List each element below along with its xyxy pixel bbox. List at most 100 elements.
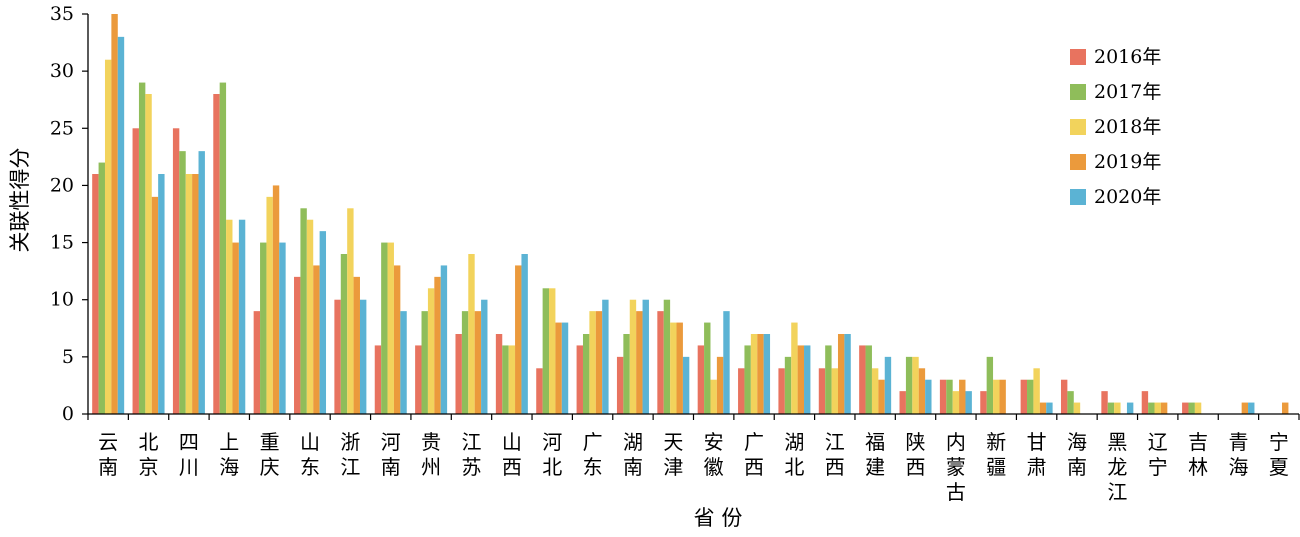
- x-tick-label-17: 湖北: [784, 430, 804, 479]
- legend-swatch-4: [1070, 189, 1086, 205]
- bar-7-0: [374, 345, 382, 414]
- bar-22-1: [986, 356, 994, 414]
- y-tick-label-0: 0: [62, 403, 74, 425]
- bar-9-0: [455, 334, 462, 414]
- bar-10-2: [508, 345, 516, 414]
- bar-19-4: [884, 356, 892, 414]
- bar-11-3: [555, 322, 562, 414]
- bar-2-4: [198, 151, 205, 414]
- bar-11-2: [549, 288, 556, 414]
- bar-6-1: [340, 254, 348, 414]
- bar-10-1: [502, 345, 509, 414]
- y-tick-label-6: 30: [50, 60, 74, 82]
- bar-2-0: [172, 128, 180, 415]
- bar-15-4: [723, 311, 730, 414]
- bar-23-4: [1046, 402, 1053, 414]
- x-tick-label-26: 辽宁: [1148, 430, 1168, 479]
- bar-17-0: [778, 368, 785, 414]
- x-tick-label-29: 宁夏: [1269, 430, 1289, 479]
- x-tick-label-5: 山东: [300, 430, 320, 479]
- bar-4-4: [279, 242, 286, 414]
- bar-4-0: [253, 311, 261, 414]
- bar-5-1: [300, 208, 307, 414]
- bar-16-1: [744, 345, 751, 414]
- bar-6-4: [359, 299, 367, 414]
- bar-9-4: [481, 299, 488, 414]
- x-tick-label-6: 浙江: [340, 430, 360, 479]
- bar-27-1: [1188, 402, 1195, 414]
- legend-swatch-0: [1070, 49, 1086, 65]
- x-tick-label-28: 青海: [1228, 430, 1248, 479]
- x-tick-label-16: 广西: [744, 430, 764, 479]
- bar-20-2: [912, 356, 919, 414]
- x-tick-label-12: 广东: [583, 430, 603, 479]
- x-tick-label-1: 北京: [139, 430, 159, 479]
- bar-21-2: [952, 391, 960, 414]
- bar-16-4: [763, 334, 771, 414]
- bar-11-4: [561, 322, 569, 414]
- legend-swatch-3: [1070, 154, 1086, 170]
- bar-8-3: [434, 276, 441, 414]
- bar-18-0: [818, 368, 826, 414]
- x-tick-label-21: 内蒙古: [946, 430, 966, 504]
- bar-1-2: [145, 94, 152, 414]
- x-tick-label-25: 黑龙江: [1107, 430, 1127, 504]
- bar-22-3: [999, 379, 1006, 414]
- y-tick-label-2: 10: [50, 289, 74, 311]
- x-axis-title: 省 份: [694, 506, 743, 530]
- bar-2-2: [185, 174, 193, 414]
- y-tick-label-1: 5: [62, 346, 74, 368]
- bar-17-4: [804, 345, 811, 414]
- bar-20-0: [899, 391, 906, 414]
- x-tick-label-18: 江西: [825, 430, 845, 479]
- x-tick-label-0: 云南: [98, 430, 118, 479]
- bar-9-2: [468, 254, 475, 414]
- bar-28-4: [1248, 402, 1255, 414]
- bar-5-4: [319, 231, 327, 414]
- bar-16-0: [738, 368, 745, 414]
- x-tick-label-9: 江苏: [461, 430, 481, 479]
- bar-17-3: [797, 345, 805, 414]
- y-axis-title: 关联性得分: [8, 148, 32, 253]
- bar-8-1: [421, 311, 428, 414]
- bar-24-1: [1067, 391, 1074, 414]
- bar-21-4: [965, 391, 972, 414]
- bar-12-1: [582, 334, 590, 414]
- bar-15-0: [697, 345, 705, 414]
- bar-21-1: [946, 379, 953, 414]
- legend-swatch-2: [1070, 119, 1086, 135]
- bar-26-2: [1154, 402, 1161, 414]
- bar-1-1: [138, 82, 146, 414]
- x-tick-label-14: 天津: [663, 430, 683, 479]
- bar-13-1: [623, 334, 630, 414]
- bar-15-3: [716, 356, 724, 414]
- bar-12-4: [602, 299, 609, 414]
- bar-28-3: [1241, 402, 1249, 414]
- bar-19-3: [878, 379, 885, 414]
- bar-8-4: [440, 265, 448, 414]
- bar-4-1: [260, 242, 267, 414]
- bar-13-3: [636, 311, 643, 414]
- bar-4-3: [272, 185, 280, 414]
- bar-29-3: [1282, 402, 1289, 414]
- bar-13-2: [629, 299, 637, 414]
- bar-7-1: [381, 242, 388, 414]
- x-tick-label-3: 上海: [219, 430, 239, 479]
- bar-15-2: [710, 379, 717, 414]
- bar-3-4: [238, 219, 246, 414]
- y-tick-label-3: 15: [50, 232, 74, 254]
- bar-0-2: [104, 59, 112, 415]
- bar-6-0: [334, 299, 341, 414]
- bar-4-2: [266, 196, 273, 414]
- bar-14-4: [682, 356, 690, 414]
- bar-3-1: [219, 82, 227, 414]
- bar-2-3: [192, 174, 199, 414]
- y-ticks-layer: 0 5 10 15 20 25 30 35: [50, 3, 88, 425]
- bar-14-2: [670, 322, 677, 414]
- legend-label-4: 2020年: [1094, 186, 1161, 208]
- x-tick-label-15: 安徽: [704, 430, 724, 479]
- legend-label-0: 2016年: [1094, 46, 1161, 68]
- y-tick-label-4: 20: [50, 174, 74, 196]
